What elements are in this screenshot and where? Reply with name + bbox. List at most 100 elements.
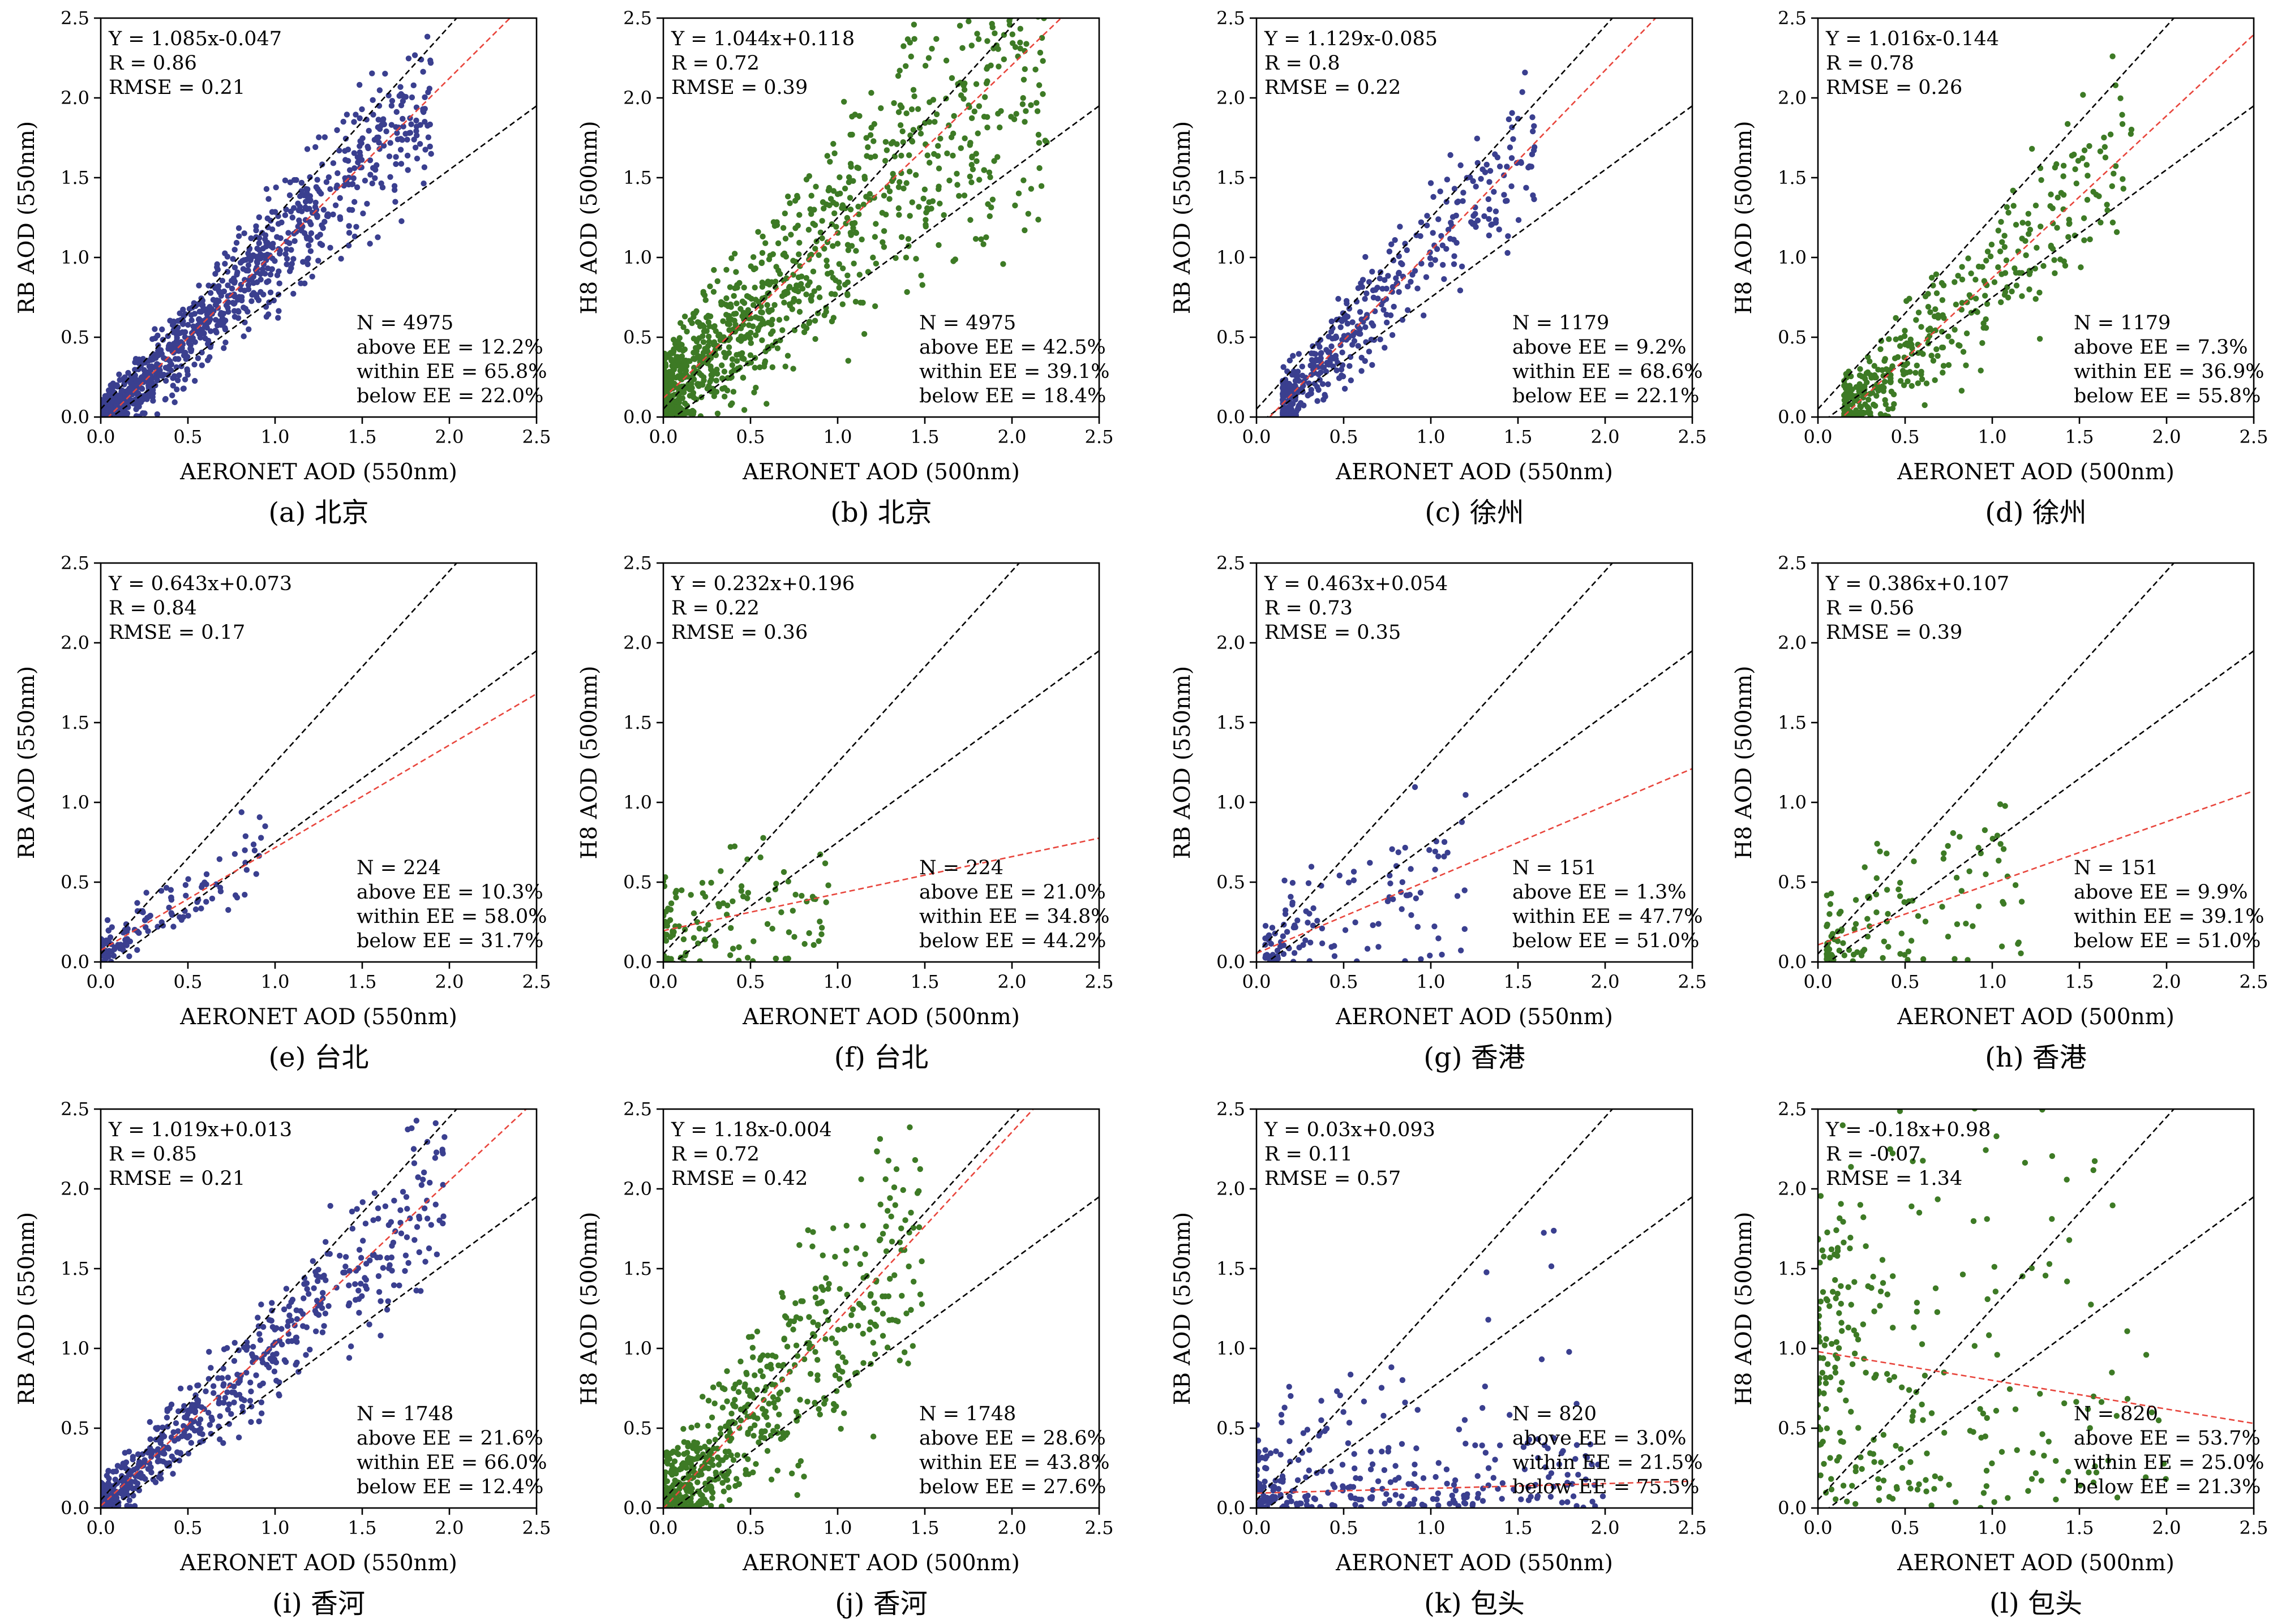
data-point	[1975, 903, 1982, 909]
x-axis-label: AERONET AOD (500nm)	[742, 459, 1020, 485]
data-point	[922, 120, 928, 126]
data-point	[959, 45, 966, 51]
data-point	[1318, 369, 1324, 376]
data-point	[397, 84, 404, 90]
data-point	[281, 1306, 288, 1313]
data-point	[1920, 956, 1927, 962]
data-point	[850, 225, 856, 231]
data-point	[422, 147, 428, 153]
data-point	[234, 894, 241, 901]
data-point	[721, 393, 728, 400]
data-point	[1296, 944, 1302, 951]
data-point	[932, 119, 938, 125]
data-point	[1457, 287, 1464, 294]
data-point	[775, 240, 782, 247]
data-point	[269, 1300, 275, 1306]
data-point	[1441, 853, 1447, 860]
data-point	[824, 153, 830, 159]
data-point	[782, 210, 788, 217]
data-point	[351, 199, 358, 205]
fit-line	[663, 837, 1099, 931]
data-point	[235, 225, 242, 231]
data-point	[914, 1190, 921, 1196]
data-point	[2038, 177, 2044, 183]
data-point	[1933, 290, 1940, 297]
data-point	[672, 398, 679, 405]
y-tick-label: 0.0	[1778, 406, 1807, 428]
data-point	[733, 1476, 740, 1482]
data-point	[399, 137, 405, 143]
data-point	[303, 1324, 310, 1330]
data-point	[801, 329, 808, 336]
data-point	[268, 1317, 275, 1324]
data-point	[1294, 917, 1301, 923]
data-point	[694, 919, 701, 925]
data-point	[901, 1349, 908, 1356]
data-point	[675, 373, 681, 379]
data-point	[667, 917, 674, 923]
data-point	[778, 909, 784, 916]
data-point	[900, 43, 907, 49]
data-point	[1341, 385, 1348, 392]
data-point	[917, 1166, 923, 1172]
data-point	[224, 254, 231, 260]
data-point	[2012, 882, 2019, 888]
data-point	[710, 1445, 717, 1451]
data-point	[115, 405, 121, 412]
below-ee: below EE = 55.8%	[2074, 385, 2261, 407]
data-point	[764, 302, 770, 308]
data-point	[693, 396, 700, 402]
data-point	[1418, 260, 1425, 267]
data-point	[407, 130, 414, 136]
data-point	[290, 205, 297, 211]
data-point	[1972, 277, 1979, 283]
data-point	[825, 1286, 831, 1292]
data-point	[814, 1372, 821, 1378]
data-point	[265, 224, 271, 231]
data-point	[221, 1381, 227, 1387]
data-point	[253, 292, 260, 298]
fit-equation: Y = 0.463x+0.054	[1264, 573, 1448, 595]
x-tick-label: 0.0	[1804, 971, 1833, 993]
data-point	[756, 299, 762, 305]
data-point	[434, 1251, 440, 1258]
data-point	[696, 354, 702, 361]
data-point	[1294, 373, 1301, 379]
data-point	[812, 1286, 819, 1292]
data-point	[1439, 242, 1446, 248]
data-point	[736, 944, 742, 951]
data-point	[734, 1452, 740, 1458]
data-point	[1299, 363, 1306, 370]
data-point	[876, 1237, 883, 1244]
data-point	[1389, 846, 1395, 852]
data-point	[1454, 893, 1461, 899]
data-point	[987, 174, 993, 181]
data-point	[1461, 926, 1468, 933]
data-point	[728, 255, 735, 261]
data-point	[295, 224, 301, 230]
data-point	[774, 1424, 780, 1430]
data-point	[984, 114, 990, 121]
below-ee: below EE = 12.4%	[357, 1476, 543, 1498]
plot-area	[663, 18, 1099, 417]
data-point	[1940, 370, 1946, 376]
data-point	[2051, 257, 2057, 263]
data-point	[256, 1418, 262, 1425]
data-point	[231, 313, 238, 320]
data-point	[1824, 956, 1830, 962]
data-point	[792, 1362, 798, 1368]
data-point	[751, 389, 757, 396]
data-point	[1824, 923, 1830, 929]
data-point	[882, 139, 889, 145]
data-point	[1880, 955, 1886, 961]
data-point	[822, 1308, 829, 1315]
data-point	[323, 1239, 329, 1245]
y-axis-label: H8 AOD (500nm)	[577, 666, 602, 860]
data-point	[127, 1471, 134, 1478]
data-point	[422, 94, 428, 101]
data-point	[185, 1450, 192, 1457]
data-point	[286, 240, 293, 247]
data-point	[1019, 101, 1026, 108]
fit-line	[663, 18, 1062, 399]
data-point	[182, 1414, 188, 1421]
